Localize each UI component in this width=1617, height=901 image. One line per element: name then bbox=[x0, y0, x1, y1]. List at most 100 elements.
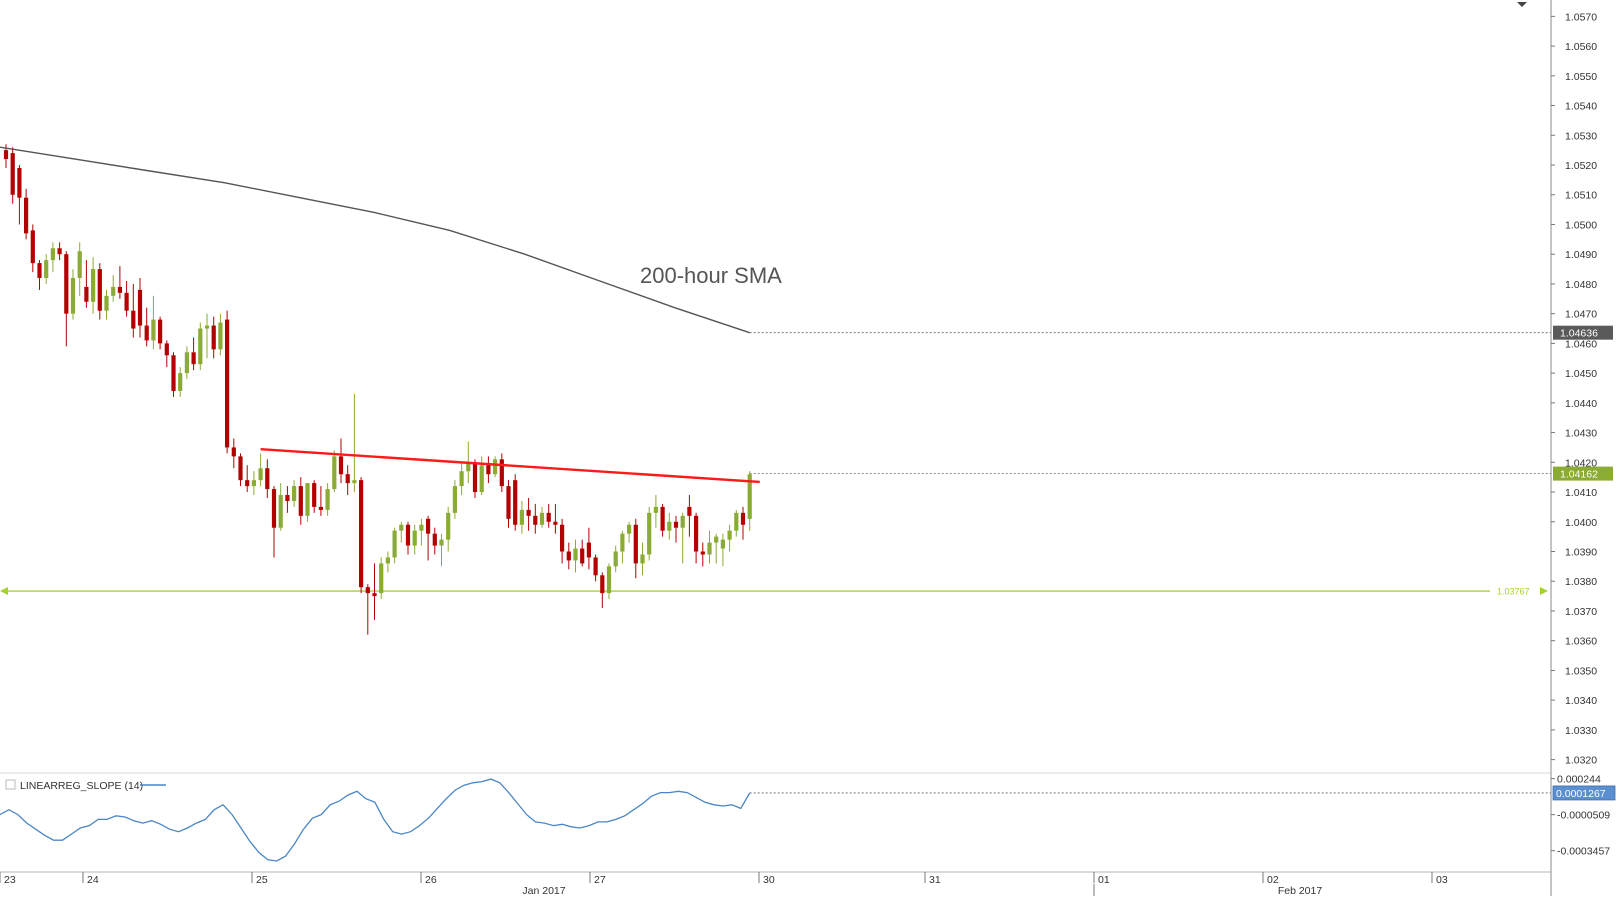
candle-up bbox=[493, 459, 498, 475]
candle-up bbox=[519, 509, 524, 525]
candle-up bbox=[392, 530, 397, 558]
candle-up bbox=[747, 474, 752, 519]
candle-up bbox=[627, 524, 632, 534]
candle-down bbox=[211, 325, 216, 350]
candle-down bbox=[245, 480, 250, 487]
candle-up bbox=[385, 557, 390, 564]
candle-up bbox=[606, 566, 612, 594]
candle-down bbox=[158, 319, 163, 344]
candle-down bbox=[472, 462, 478, 493]
candle-down bbox=[506, 486, 511, 519]
month-label: Feb 2017 bbox=[1278, 885, 1323, 896]
candle-down bbox=[338, 456, 344, 475]
candle-down bbox=[694, 515, 699, 552]
candle-down bbox=[499, 459, 504, 487]
candle-down bbox=[64, 254, 69, 314]
candle-down bbox=[593, 557, 598, 576]
candle-down bbox=[580, 548, 585, 564]
candle-down bbox=[298, 486, 303, 516]
candle-down bbox=[533, 515, 538, 525]
price-tick-label: 1.0490 bbox=[1565, 249, 1597, 261]
candle-up bbox=[539, 512, 545, 525]
candle-down bbox=[131, 310, 136, 329]
price-tick-label: 1.0470 bbox=[1565, 309, 1597, 321]
candle-up bbox=[714, 536, 719, 543]
candle-down bbox=[97, 269, 102, 311]
candle-down bbox=[566, 551, 571, 561]
indicator-tick-label: -0.0003457 bbox=[1557, 846, 1610, 858]
candle-down bbox=[24, 197, 29, 234]
day-label: 23 bbox=[4, 874, 16, 886]
candle-down bbox=[57, 248, 62, 255]
candle-down bbox=[673, 521, 679, 528]
price-tick-label: 1.0560 bbox=[1565, 41, 1597, 53]
support-line-left-arrow-icon bbox=[0, 587, 8, 596]
price-tick-label: 1.0510 bbox=[1565, 190, 1597, 202]
candle-down bbox=[17, 167, 22, 198]
candle-down bbox=[271, 489, 277, 528]
candle-up bbox=[620, 533, 625, 552]
candle-up bbox=[251, 480, 256, 487]
month-label: Jan 2017 bbox=[522, 885, 565, 896]
indicator-name: LINEARREG_SLOPE (14) bbox=[20, 780, 143, 792]
candle-up bbox=[258, 468, 263, 481]
candle-up bbox=[680, 515, 685, 528]
indicator-tick-label: 0.000244 bbox=[1557, 774, 1601, 786]
candle-down bbox=[426, 518, 431, 534]
candle-up bbox=[647, 512, 652, 555]
candle-up bbox=[479, 465, 484, 493]
candle-up bbox=[653, 506, 658, 513]
price-tick-label: 1.0370 bbox=[1565, 606, 1597, 618]
candle-down bbox=[740, 512, 746, 525]
candle-down bbox=[117, 286, 122, 293]
candle-up bbox=[379, 563, 384, 594]
candle-down bbox=[405, 524, 411, 546]
day-label: 03 bbox=[1436, 874, 1448, 886]
candle-down bbox=[84, 286, 89, 302]
candle-down bbox=[546, 512, 551, 522]
day-label: 30 bbox=[763, 874, 775, 886]
candle-down bbox=[285, 495, 290, 501]
candle-down bbox=[600, 575, 605, 594]
support-line-right-arrow-icon bbox=[1540, 587, 1548, 596]
candle-up bbox=[178, 373, 183, 391]
candle-down bbox=[345, 474, 350, 484]
price-tick-label: 1.0380 bbox=[1565, 576, 1597, 588]
candle-up bbox=[573, 548, 578, 561]
sma-value-label: 1.04636 bbox=[1560, 328, 1598, 340]
price-tick-label: 1.0450 bbox=[1565, 368, 1597, 380]
candle-up bbox=[278, 495, 283, 528]
candle-up bbox=[727, 530, 732, 540]
candle-down bbox=[486, 465, 491, 475]
price-tick-label: 1.0520 bbox=[1565, 160, 1597, 172]
candle-down bbox=[687, 506, 692, 516]
candle-up bbox=[399, 524, 404, 531]
candle-down bbox=[586, 542, 591, 558]
candle-down bbox=[164, 343, 169, 356]
price-tick-label: 1.0410 bbox=[1565, 487, 1597, 499]
candle-up bbox=[218, 322, 223, 350]
candle-down bbox=[137, 289, 143, 326]
candle-down bbox=[553, 521, 558, 525]
candle-down bbox=[526, 509, 531, 516]
candle-up bbox=[667, 521, 672, 531]
collapse-arrow-icon bbox=[1517, 2, 1527, 7]
indicator-layer: LINEARREG_SLOPE (14) 0.000244 -0.0000509 -0… bbox=[0, 774, 1616, 862]
price-tick-label: 1.0320 bbox=[1565, 755, 1597, 767]
price-tick-label: 1.0550 bbox=[1565, 71, 1597, 83]
candle-up bbox=[111, 286, 116, 296]
indicator-tick-label: -0.0000509 bbox=[1557, 810, 1610, 822]
candle-up bbox=[305, 483, 310, 516]
resistance-trendline bbox=[260, 448, 760, 484]
candle-up bbox=[325, 489, 330, 510]
candle-down bbox=[318, 506, 323, 510]
price-tick-label: 1.0480 bbox=[1565, 279, 1597, 291]
price-tick-label: 1.0400 bbox=[1565, 517, 1597, 529]
candles-layer bbox=[3, 144, 752, 635]
price-tick-label: 1.0500 bbox=[1565, 219, 1597, 231]
day-label: 24 bbox=[87, 874, 99, 886]
labels-layer: 1.04636 1.04162 bbox=[1553, 325, 1613, 481]
